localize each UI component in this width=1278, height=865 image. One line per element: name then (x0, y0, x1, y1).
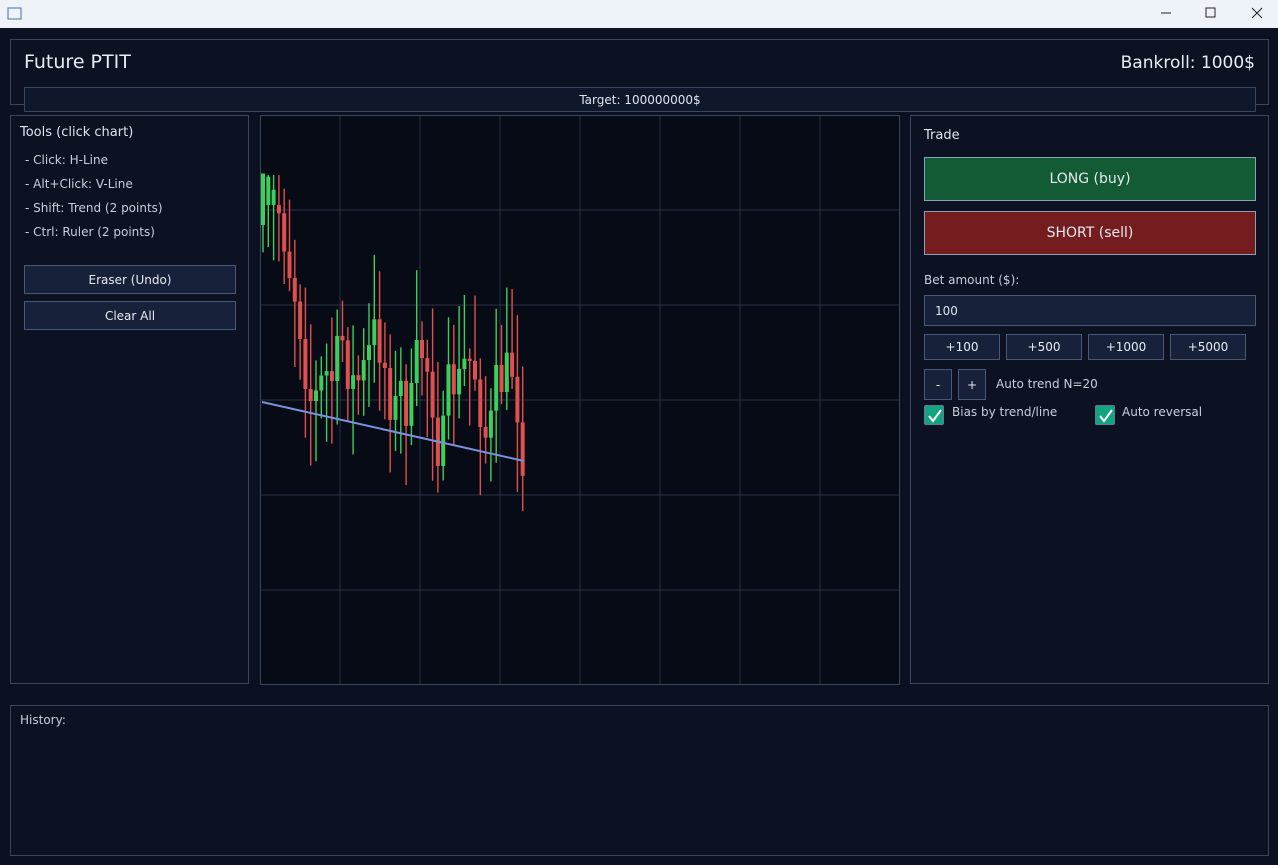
title-bar (0, 0, 1278, 28)
candle-body (282, 213, 287, 252)
history-panel (10, 705, 1269, 856)
auto-trend: Auto trend N=20 (996, 377, 1098, 391)
candle-body (414, 340, 419, 383)
tool-item: - Shift: Trend (2 points) (25, 201, 163, 215)
target: Target: 100000000$ (24, 87, 1256, 112)
candle-body (351, 375, 356, 389)
candle-body (324, 371, 329, 376)
checkbox[interactable] (924, 405, 944, 425)
candle-body (298, 301, 303, 339)
app-title: Future PTIT (24, 51, 131, 73)
candle-body (398, 380, 403, 396)
candle-body (377, 319, 382, 363)
candle-body (510, 352, 515, 377)
tools-title: Tools (click chart) (20, 125, 134, 140)
trend-line (261, 401, 525, 462)
candle-body (515, 376, 520, 423)
long-button[interactable]: LONG (buy) (924, 157, 1256, 201)
candle-body (340, 335, 345, 341)
tool-item: - Ctrl: Ruler (2 points) (25, 225, 155, 239)
candle-body (488, 410, 493, 438)
clear-button[interactable]: Clear All (24, 301, 236, 330)
candle-body (287, 251, 292, 278)
increment-button[interactable]: +500 (1006, 334, 1082, 360)
candle-body (335, 335, 340, 381)
increment-button[interactable]: +5000 (1170, 334, 1246, 360)
app-icon (7, 7, 22, 20)
candle-body (430, 371, 435, 418)
check-mark (1099, 409, 1113, 423)
candle-body (473, 360, 477, 380)
check-label: Auto reversal (1122, 405, 1203, 419)
candle-body (457, 368, 462, 395)
minus-button[interactable]: - (924, 369, 952, 400)
candle-body (483, 427, 488, 438)
bankroll: Bankroll: 1000$ (1120, 53, 1255, 73)
increment-button[interactable]: +100 (924, 334, 1000, 360)
candle-body (329, 371, 334, 381)
history-label: History: (20, 713, 66, 727)
candle-body (451, 364, 456, 395)
candle-body (314, 390, 318, 402)
check-mark (928, 409, 942, 423)
candle-body (462, 358, 467, 369)
candle-body (303, 338, 308, 390)
bet-label: Bet amount ($): (924, 273, 1020, 287)
short-button[interactable]: SHORT (sell) (924, 211, 1256, 255)
check-label: Bias by trend/line (952, 405, 1058, 419)
chart-canvas[interactable] (260, 115, 900, 685)
candle-body (388, 368, 393, 420)
bet-input[interactable]: 100 (924, 295, 1256, 326)
tools-panel (10, 115, 249, 684)
checkbox[interactable] (1095, 405, 1115, 425)
candle-body (361, 360, 366, 381)
candle-body (319, 375, 324, 391)
candle-body (425, 358, 430, 372)
candle-body (356, 375, 361, 381)
candle-body (367, 345, 371, 361)
eraser-button[interactable]: Eraser (Undo) (24, 265, 236, 294)
candle-body (266, 176, 271, 205)
candle-body (261, 173, 265, 225)
candle-body (372, 319, 377, 346)
candle-body (292, 277, 297, 302)
window-controls (7, 7, 1263, 20)
candle-body (441, 415, 446, 466)
plus-button[interactable]: + (958, 369, 986, 400)
tool-item: - Click: H-Line (25, 153, 108, 167)
candle-body (478, 379, 483, 428)
candle-body (345, 340, 350, 389)
candle-body (393, 395, 398, 420)
candle-body (382, 362, 387, 369)
trade-title: Trade (924, 128, 960, 143)
candle-body (499, 364, 504, 392)
candle-body (504, 352, 509, 392)
candle-body (520, 422, 525, 476)
candle-body (308, 389, 313, 402)
increment-button[interactable]: +1000 (1088, 334, 1164, 360)
candle-body (409, 382, 414, 426)
candle-body (446, 364, 451, 416)
candle-body (467, 358, 472, 361)
candle-body (404, 380, 409, 426)
candle-body (271, 189, 276, 205)
maximize[interactable] (1205, 7, 1216, 18)
candle-body (494, 364, 499, 411)
tool-item: - Alt+Click: V-Line (25, 177, 133, 191)
candle-body (420, 340, 424, 359)
close[interactable] (1251, 7, 1263, 19)
candle-body (276, 205, 281, 214)
